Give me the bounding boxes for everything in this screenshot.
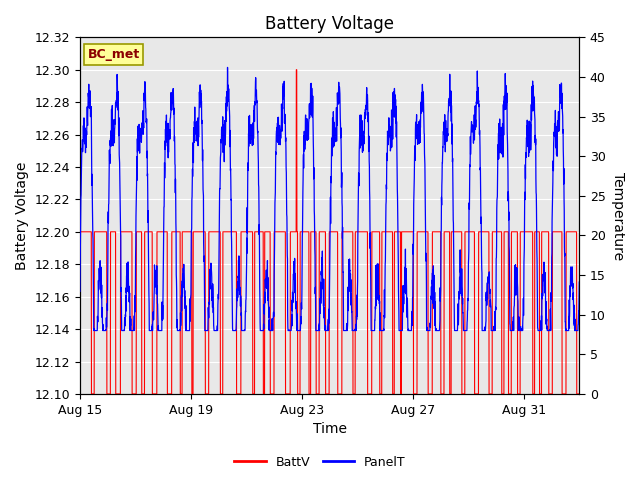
Text: BC_met: BC_met [88,48,140,61]
Title: Battery Voltage: Battery Voltage [265,15,394,33]
X-axis label: Time: Time [312,422,347,436]
Y-axis label: Battery Voltage: Battery Voltage [15,161,29,270]
Legend: BattV, PanelT: BattV, PanelT [229,451,411,474]
Y-axis label: Temperature: Temperature [611,171,625,260]
